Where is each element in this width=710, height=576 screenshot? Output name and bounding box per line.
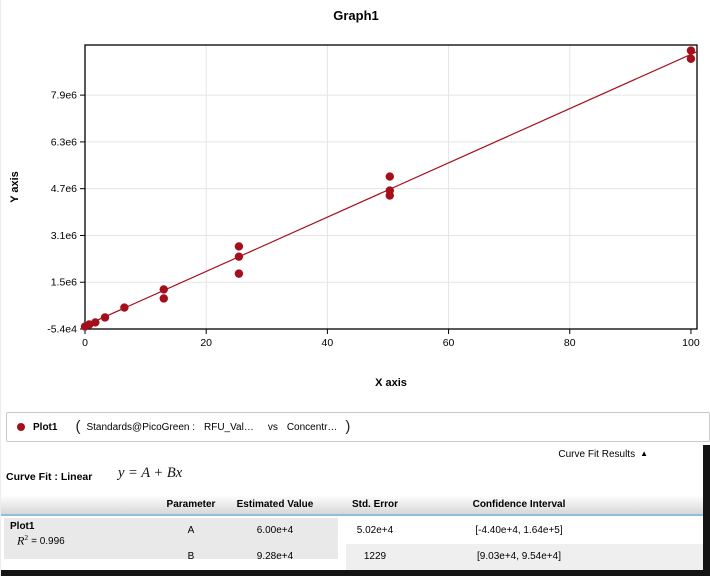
cell-estimated-value: 6.00e+4 — [256, 525, 294, 536]
data-point[interactable] — [159, 294, 168, 303]
data-point[interactable] — [91, 318, 100, 327]
y-tick-label: 3.1e6 — [51, 230, 77, 242]
y-tick-label: 4.7e6 — [51, 183, 77, 195]
y-tick-label: -5.4e4 — [47, 324, 77, 336]
plot-area[interactable]: 0 20 40 60 80 100 -5.4e4 1.5e6 3.1e6 4.7e6 6.3e6 7.… — [1, 0, 710, 400]
plot-border — [84, 44, 698, 330]
cell-std-error: 5.02e+4 — [356, 525, 394, 536]
y-tick-label: 7.9e6 — [51, 90, 77, 102]
legend-y-field-label: RFU_Val… — [204, 421, 254, 433]
x-tick-label: 60 — [443, 337, 455, 349]
fit-summary-panel[interactable]: Plot1 R2 = 0.996 — [4, 518, 338, 559]
r-squared-value: R2 = 0.996 — [17, 533, 338, 548]
x-axis-title: X axis — [375, 377, 407, 389]
curve-fit-type-label: Curve Fit : Linear — [6, 471, 93, 483]
data-point[interactable] — [234, 252, 244, 261]
legend-open-paren: ( — [75, 417, 81, 435]
data-point[interactable] — [234, 269, 244, 278]
legend-marker-icon — [17, 423, 25, 431]
cell-parameter: A — [187, 525, 195, 536]
column-header-estimated-value: Estimated Value — [236, 499, 314, 510]
r-squared-number: = 0.996 — [31, 536, 65, 548]
collapse-icon: ▲ — [640, 449, 648, 458]
data-point[interactable] — [100, 313, 110, 322]
x-tick-label: 0 — [82, 337, 88, 349]
table-row[interactable]: A 6.00e+4 5.02e+4 [-4.40e+4, 1.64e+5] — [1, 517, 703, 544]
x-tick-label: 80 — [564, 337, 576, 349]
cell-std-error: 1229 — [363, 551, 387, 562]
table-row[interactable]: B 9.28e+4 1229 [9.03e+4, 9.54e+4] — [1, 544, 703, 570]
x-tick-label: 20 — [200, 337, 212, 349]
window-edge-bottom — [1, 570, 710, 576]
cell-confidence-interval: [9.03e+4, 9.54e+4] — [477, 551, 561, 562]
column-header-parameter: Parameter — [166, 499, 216, 510]
column-header-confidence-interval: Confidence Interval — [472, 499, 566, 510]
y-tick-label: 1.5e6 — [51, 277, 77, 289]
r-squared-symbol: R — [17, 533, 25, 548]
y-tick-label: 6.3e6 — [51, 136, 77, 148]
x-tick-label: 40 — [322, 337, 334, 349]
data-point[interactable] — [686, 46, 696, 55]
data-point[interactable] — [120, 303, 129, 312]
legend-close-paren: ) — [345, 417, 351, 435]
column-header-std-error: Std. Error — [351, 499, 399, 510]
data-point[interactable] — [686, 54, 696, 63]
cell-parameter: B — [187, 551, 195, 562]
legend-source-label: Standards@PicoGreen : — [86, 421, 195, 433]
fit-plot-name: Plot1 — [10, 521, 35, 532]
curve-fit-results-label: Curve Fit Results — [558, 449, 636, 460]
window-edge-right — [703, 445, 710, 570]
legend-plot-label: Plot1 — [33, 421, 58, 433]
curve-fit-equation: y = A + Bx — [118, 465, 183, 481]
data-point[interactable] — [385, 172, 394, 181]
results-table-header: Parameter Estimated Value Std. Error Con… — [1, 496, 710, 516]
legend-vs-label: vs — [267, 421, 278, 433]
y-axis-title: Y axis — [9, 171, 21, 203]
cell-confidence-interval: [-4.40e+4, 1.64e+5] — [475, 525, 563, 536]
cell-estimated-value: 9.28e+4 — [256, 551, 294, 562]
chart-title: Graph1 — [333, 8, 379, 23]
legend-x-field-label: Concentr… — [286, 421, 338, 433]
curve-fit-results-toggle[interactable]: Curve Fit Results ▲ — [558, 449, 648, 460]
x-tick-label: 100 — [682, 337, 700, 349]
r-squared-exponent: 2 — [24, 533, 29, 542]
data-point[interactable] — [385, 186, 394, 195]
data-point[interactable] — [159, 285, 168, 294]
legend[interactable]: Plot1 ( Standards@PicoGreen : RFU_Val… v… — [6, 412, 710, 442]
data-point[interactable] — [234, 242, 244, 251]
